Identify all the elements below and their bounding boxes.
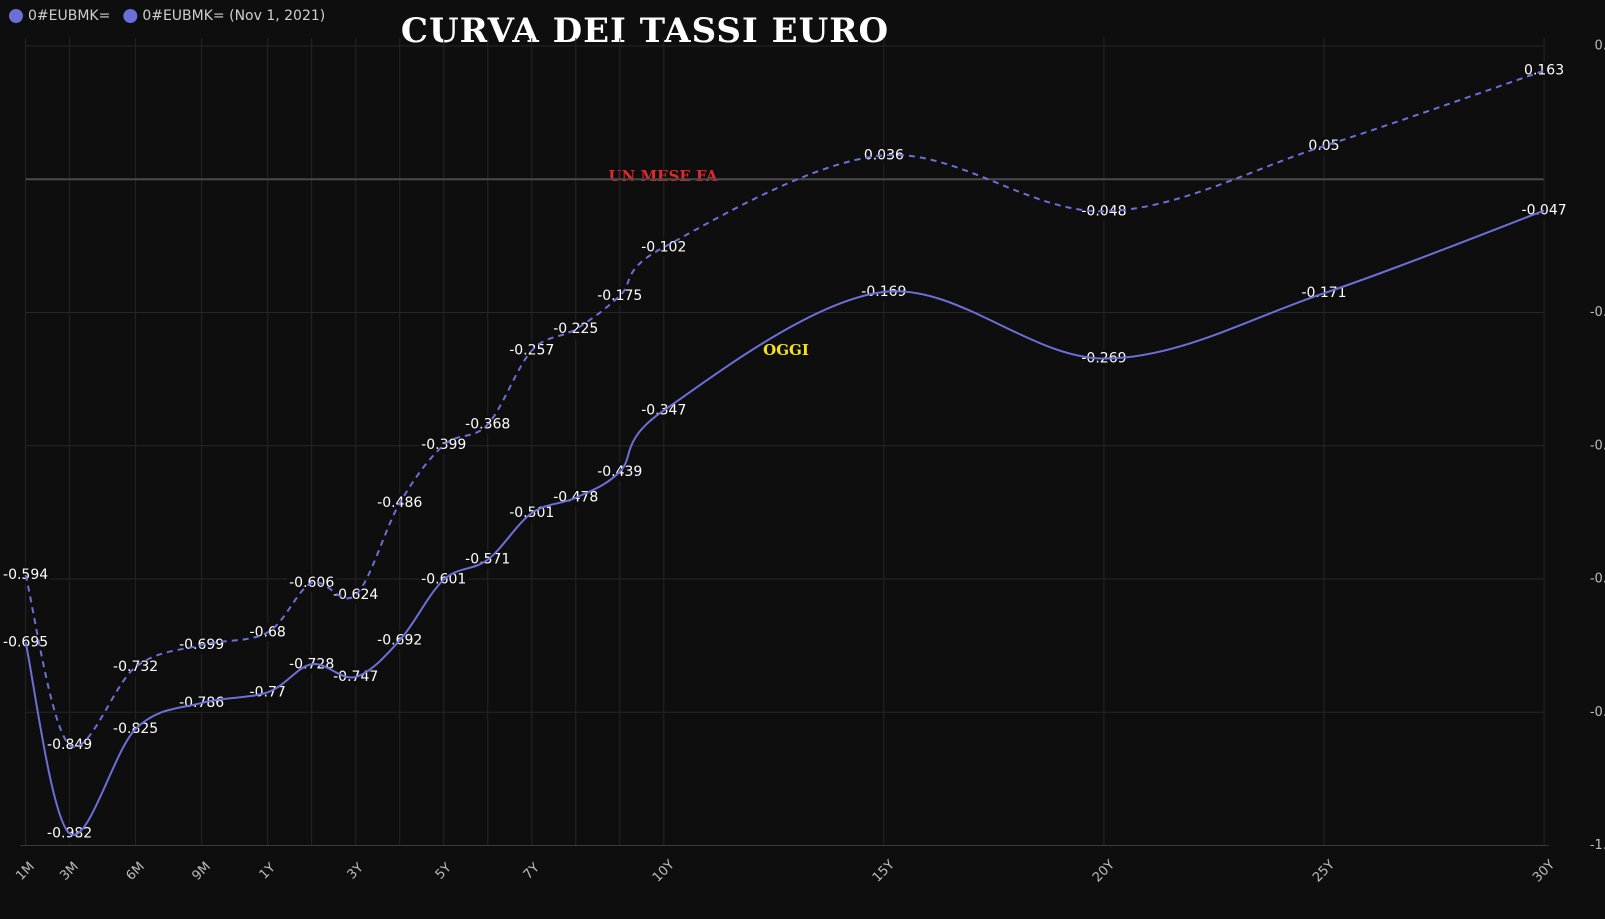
data-label: -0.102	[639, 238, 689, 257]
data-label-text: 0.163	[1524, 63, 1564, 79]
data-label-bg	[419, 436, 469, 455]
data-label-text: 0.036	[864, 147, 904, 163]
legend-marker	[9, 9, 23, 23]
y-tick-label: 0.2	[1595, 39, 1605, 54]
y-tick-label: -0.4	[1590, 438, 1605, 453]
data-label-text: -0.624	[333, 587, 378, 603]
data-label-bg	[861, 146, 906, 165]
chart-title: CURVA DEI TASSI EURO	[401, 11, 889, 51]
legend-marker	[123, 9, 138, 23]
legend-label: 0#EUBMK=	[28, 8, 110, 24]
data-label-bg	[639, 238, 689, 257]
data-label-text: -0.399	[421, 437, 466, 453]
series-line	[24, 209, 1545, 836]
y-tick-label: -0.6	[1590, 572, 1605, 587]
data-label-bg	[331, 586, 381, 605]
data-label-bg	[595, 286, 645, 305]
annotation: UN MESE FA	[609, 167, 718, 185]
data-label-text: -0.732	[113, 659, 158, 675]
legend-label: 0#EUBMK= (Nov 1, 2021)	[142, 8, 325, 24]
data-label-text: -0.175	[597, 288, 642, 304]
y-tick-label: -0.8	[1590, 705, 1605, 720]
data-label-bg	[111, 657, 161, 676]
data-label-text: -0.102	[641, 239, 686, 255]
y-tick-label: -1.0	[1590, 838, 1605, 853]
series-line	[24, 69, 1545, 748]
data-label: -0.624	[331, 586, 381, 605]
data-label: -0.175	[595, 286, 645, 305]
data-label: -0.732	[111, 657, 161, 676]
data-label: 0.036	[861, 146, 906, 165]
data-label-text: -0.225	[553, 321, 598, 337]
y-tick-label: -0.2	[1590, 305, 1605, 320]
data-label: -0.399	[419, 436, 469, 455]
annotation: OGGI	[763, 341, 809, 359]
